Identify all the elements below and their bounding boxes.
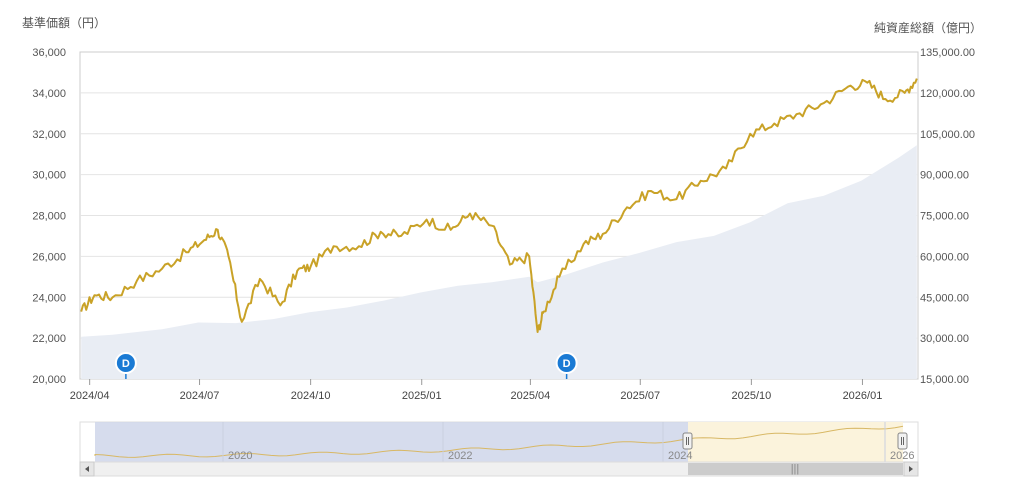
- range-navigator[interactable]: 2020 2022 2024 2026 |||: [79, 421, 919, 477]
- navigator-labels: 2020 2022 2024 2026: [222, 422, 914, 462]
- left-tick-label: 22,000: [32, 333, 66, 345]
- navigator-year-label: 2026: [890, 450, 914, 462]
- x-tick-label: 2025/10: [731, 390, 771, 402]
- right-axis-title: 純資産総額（億円）: [874, 20, 982, 35]
- right-tick-label: 30,000.00: [920, 333, 969, 345]
- x-tick-label: 2024/04: [70, 390, 110, 402]
- navigator-handle-right[interactable]: [897, 432, 908, 450]
- left-tick-label: 30,000: [32, 170, 66, 182]
- chevron-left-icon: [85, 466, 89, 472]
- navigator-handle-left[interactable]: [682, 432, 693, 450]
- x-tick-label: 2025/01: [402, 390, 442, 402]
- right-tick-label: 90,000.00: [920, 170, 969, 182]
- x-tick-label: 2024/07: [180, 390, 220, 402]
- x-tick-label: 2024/10: [291, 390, 331, 402]
- left-tick-label: 34,000: [32, 88, 66, 100]
- right-tick-label: 105,000.00: [920, 129, 975, 141]
- right-tick-label: 135,000.00: [920, 47, 975, 59]
- dividend-marker-icon: [555, 352, 578, 374]
- navigator-year-label: 2024: [668, 450, 692, 462]
- scroll-right-button[interactable]: [903, 461, 919, 477]
- left-tick-label: 28,000: [32, 211, 66, 223]
- scrollbar-thumb[interactable]: [688, 463, 903, 475]
- dividend-marker-icon: [114, 352, 137, 374]
- navigator-year-label: 2022: [448, 450, 472, 462]
- net-assets-area: [81, 145, 917, 379]
- right-tick-label: 15,000.00: [920, 374, 969, 386]
- x-axis-ticks: 2024/04 2024/07 2024/10 2025/01 2025/04 2025/…: [70, 379, 883, 402]
- navigator-selected-range: [688, 422, 903, 462]
- navigator-unselected-left: [95, 422, 688, 462]
- right-tick-label: 60,000.00: [920, 251, 969, 263]
- nav-price-path: [80, 78, 918, 333]
- left-axis-title: 基準価額（円）: [22, 15, 106, 30]
- scrollbar-grip: |||: [791, 463, 800, 475]
- net-assets-area-fill: [81, 145, 917, 379]
- right-tick-label: 45,000.00: [920, 292, 969, 304]
- x-tick-label: 2025/07: [620, 390, 660, 402]
- right-tick-label: 120,000.00: [920, 88, 975, 100]
- scroll-left-button[interactable]: [79, 461, 95, 477]
- left-tick-label: 32,000: [32, 129, 66, 141]
- left-tick-label: 24,000: [32, 292, 66, 304]
- x-tick-label: 2026/01: [843, 390, 883, 402]
- chevron-right-icon: [909, 466, 913, 472]
- dividend-marker-label: D: [563, 358, 571, 370]
- nav-price-line: [80, 78, 918, 333]
- dividend-marker-label: D: [122, 358, 130, 370]
- x-tick-label: 2025/04: [511, 390, 551, 402]
- left-tick-label: 36,000: [32, 47, 66, 59]
- left-axis-ticks: 20,000 22,000 24,000 26,000 28,000 30,000 32,0…: [32, 47, 66, 386]
- right-tick-label: 75,000.00: [920, 211, 969, 223]
- right-axis-ticks: 15,000.00 30,000.00 45,000.00 60,000.00 75,0…: [920, 47, 975, 386]
- navigator-year-label: 2020: [228, 450, 252, 462]
- left-tick-label: 26,000: [32, 251, 66, 263]
- left-tick-label: 20,000: [32, 374, 66, 386]
